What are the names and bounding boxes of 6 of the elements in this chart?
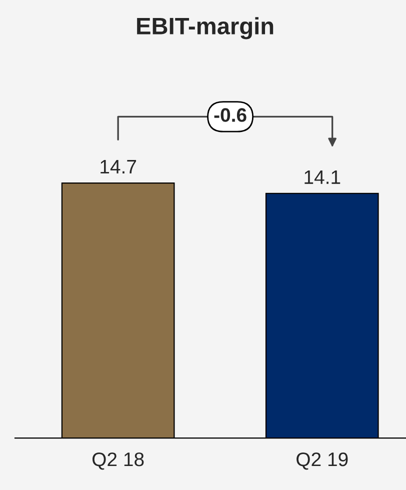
chart-title: EBIT-margin bbox=[137, 17, 274, 40]
x-tick-label: Q2 19 bbox=[296, 452, 348, 470]
data-label: 14.1 bbox=[304, 170, 340, 184]
x-tick-label: Q2 18 bbox=[92, 452, 144, 470]
text: -0.6 bbox=[214, 108, 246, 122]
data-label: 14.7 bbox=[100, 160, 136, 174]
